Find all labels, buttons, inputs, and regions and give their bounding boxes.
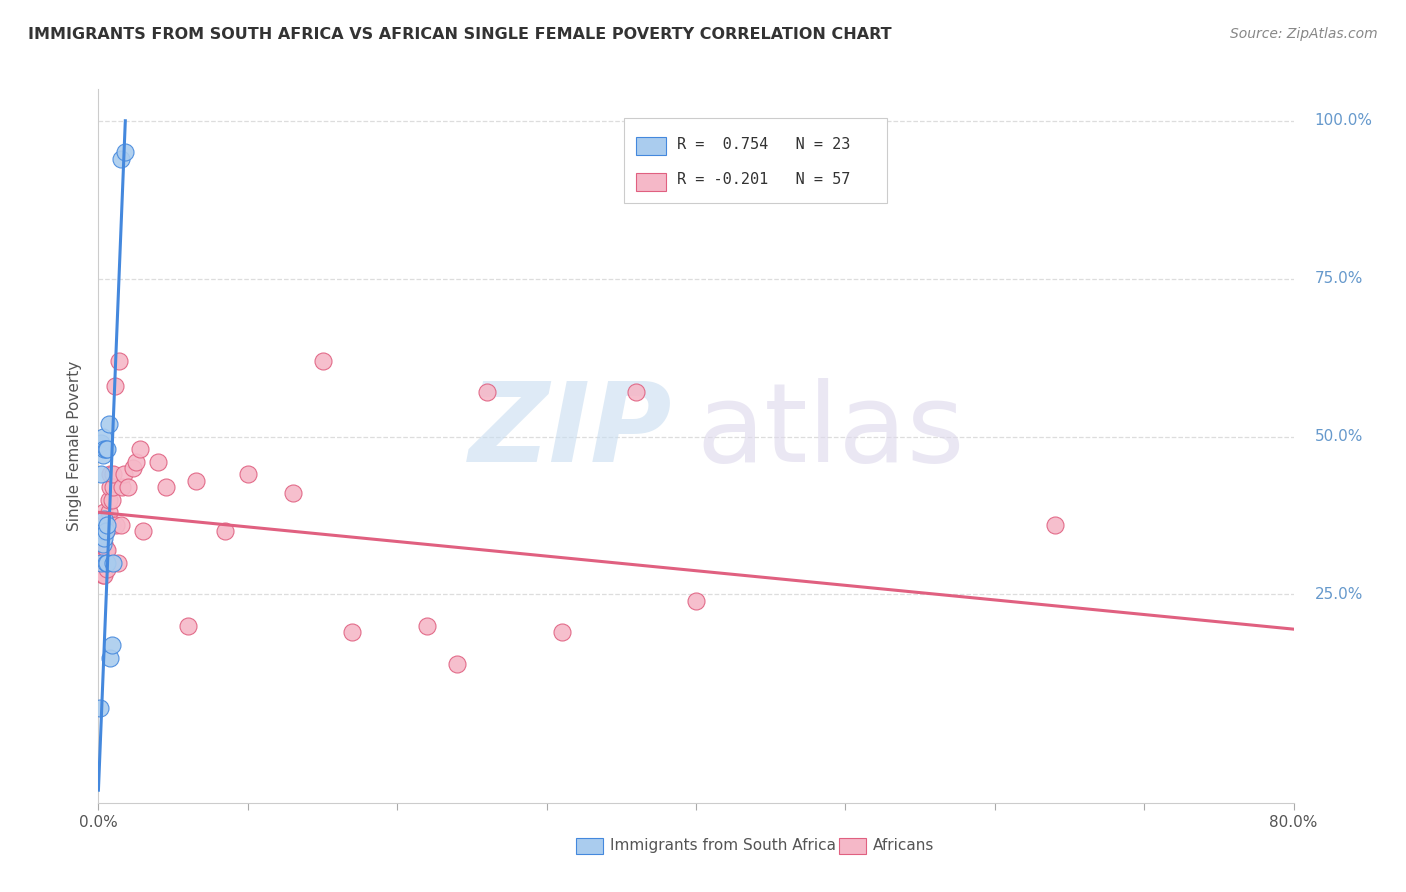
Point (416, 619, 439, 633)
Point (475, 385, 498, 400)
Point (91, 524, 114, 539)
Point (94, 556, 117, 570)
Point (94, 543, 117, 558)
Point (94, 524, 117, 539)
Point (96, 556, 118, 570)
Point (91, 531, 114, 545)
Text: 100.0%: 100.0% (1315, 113, 1372, 128)
Point (184, 474, 207, 488)
Point (624, 385, 647, 400)
Point (90, 549, 112, 564)
Point (94, 442, 117, 457)
Point (446, 657, 468, 671)
Point (103, 556, 125, 570)
Point (114, 145, 136, 160)
Point (311, 353, 333, 368)
Point (97, 417, 120, 431)
Point (685, 593, 707, 607)
Point (281, 486, 304, 500)
Point (177, 619, 200, 633)
Point (342, 625, 364, 640)
Point (98, 650, 122, 665)
Text: IMMIGRANTS FROM SOUTH AFRICA VS AFRICAN SINGLE FEMALE POVERTY CORRELATION CHART: IMMIGRANTS FROM SOUTH AFRICA VS AFRICAN … (28, 27, 891, 42)
Point (91, 537, 114, 551)
Point (96, 543, 118, 558)
Point (91, 556, 114, 570)
Text: 25.0%: 25.0% (1315, 587, 1362, 602)
Point (90, 543, 112, 558)
Point (90, 435, 112, 450)
Point (104, 379, 127, 393)
Point (107, 556, 129, 570)
Point (93, 531, 115, 545)
Text: Source: ZipAtlas.com: Source: ZipAtlas.com (1230, 27, 1378, 41)
Point (155, 480, 177, 494)
Point (93, 537, 115, 551)
Point (91, 537, 114, 551)
Point (91, 549, 114, 564)
Point (98, 480, 122, 494)
FancyBboxPatch shape (624, 118, 887, 203)
Point (110, 152, 132, 166)
Text: Immigrants from South Africa: Immigrants from South Africa (610, 838, 837, 853)
Bar (636, 173, 666, 191)
Text: atlas: atlas (696, 378, 965, 485)
Bar (839, 838, 866, 855)
Point (108, 353, 131, 368)
Point (96, 517, 118, 532)
Point (101, 517, 124, 532)
Point (111, 480, 134, 494)
Point (90, 467, 112, 482)
Point (89, 543, 111, 558)
Point (93, 524, 115, 539)
Point (96, 442, 118, 457)
Point (1043, 517, 1066, 532)
Point (103, 467, 125, 482)
Point (91, 429, 114, 443)
Bar (636, 137, 666, 155)
Point (90, 562, 112, 576)
Point (148, 455, 170, 469)
Point (103, 480, 125, 494)
Text: R =  0.754   N = 23: R = 0.754 N = 23 (676, 136, 851, 152)
Point (96, 562, 118, 576)
Point (89, 556, 111, 570)
Point (93, 505, 115, 519)
Point (125, 455, 148, 469)
Point (97, 492, 120, 507)
Point (550, 625, 572, 640)
Point (97, 505, 120, 519)
Point (110, 517, 132, 532)
Y-axis label: Single Female Poverty: Single Female Poverty (67, 361, 83, 531)
Point (90, 556, 112, 570)
Point (90, 556, 112, 570)
Point (101, 492, 124, 507)
Point (89, 701, 111, 715)
Point (236, 467, 259, 482)
Bar (576, 838, 603, 855)
Point (91, 568, 114, 582)
Text: 75.0%: 75.0% (1315, 271, 1362, 286)
Point (101, 638, 124, 652)
Point (93, 442, 115, 457)
Point (129, 442, 152, 457)
Point (132, 524, 155, 539)
Point (98, 467, 122, 482)
Point (117, 480, 139, 494)
Point (94, 556, 117, 570)
Point (214, 524, 236, 539)
Point (112, 467, 135, 482)
Point (93, 511, 115, 525)
Point (93, 568, 115, 582)
Text: R = -0.201   N = 57: R = -0.201 N = 57 (676, 172, 851, 187)
Point (91, 449, 114, 463)
Text: 50.0%: 50.0% (1315, 429, 1362, 444)
Point (94, 524, 117, 539)
Text: Africans: Africans (873, 838, 934, 853)
Point (121, 461, 143, 475)
Point (93, 556, 115, 570)
Point (105, 517, 128, 532)
Text: ZIP: ZIP (468, 378, 672, 485)
